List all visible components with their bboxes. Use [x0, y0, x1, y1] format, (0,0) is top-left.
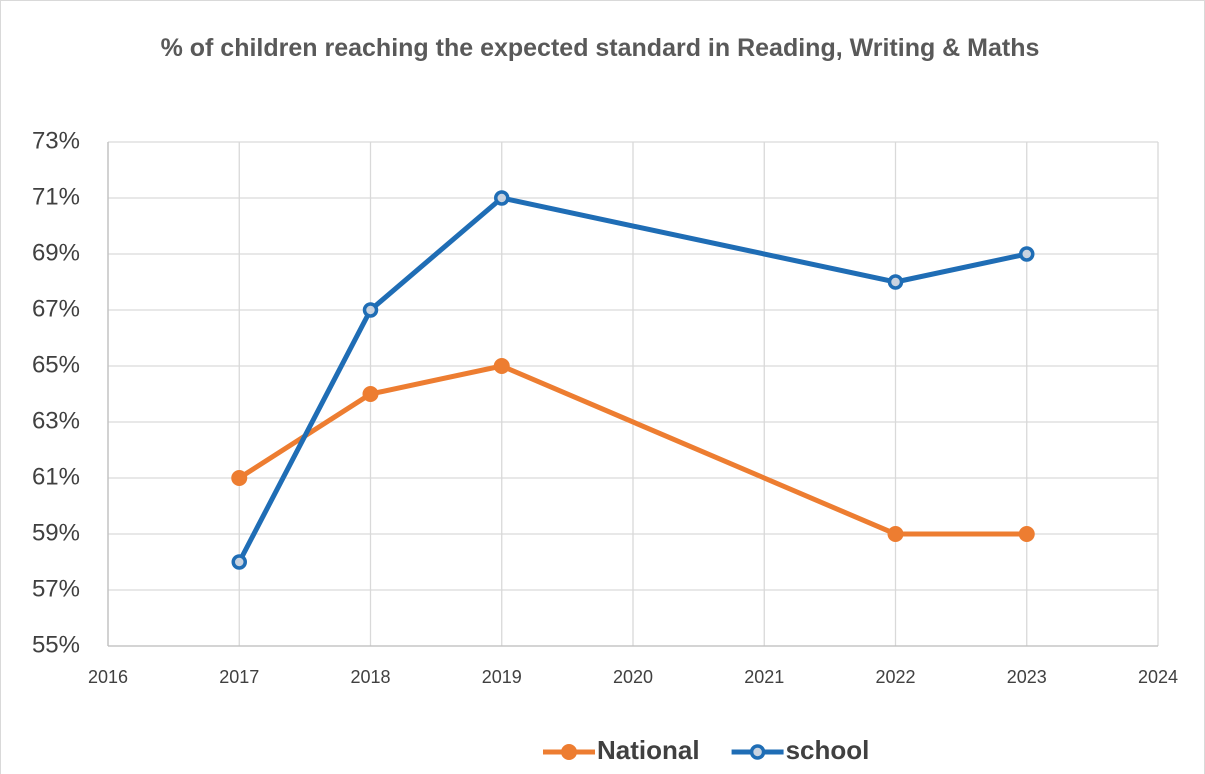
- point: [493, 358, 510, 374]
- x-tick-label: 2021: [744, 667, 784, 687]
- y-tick-label: 67%: [32, 295, 80, 322]
- y-tick-label: 61%: [32, 463, 80, 490]
- y-tick-label: 69%: [32, 239, 80, 266]
- x-tick-label: 2017: [219, 667, 259, 687]
- point: [494, 190, 510, 206]
- x-tick-label: 2020: [613, 667, 653, 687]
- point: [1019, 246, 1035, 262]
- point: [362, 386, 379, 402]
- point: [887, 526, 904, 542]
- point: [1018, 526, 1035, 542]
- point: [887, 274, 904, 290]
- x-tick-label: 2019: [482, 667, 522, 687]
- point: [362, 302, 379, 318]
- x-tick-label: 2016: [88, 667, 128, 687]
- point: [231, 554, 247, 570]
- chart-title: % of children reaching the expected stan…: [160, 34, 1040, 62]
- y-tick-label: 55%: [32, 631, 80, 658]
- legend-label: school: [786, 735, 870, 765]
- x-tick-label: 2023: [1007, 667, 1047, 687]
- point: [231, 470, 248, 486]
- y-tick-label: 59%: [32, 519, 80, 546]
- legend-label: National: [597, 735, 700, 765]
- y-tick-label: 71%: [32, 183, 80, 210]
- y-tick-label: 57%: [32, 575, 80, 602]
- x-tick-label: 2018: [350, 667, 390, 687]
- y-tick-label: 63%: [32, 407, 80, 434]
- y-tick-label: 65%: [32, 351, 80, 378]
- legend-marker: [749, 744, 766, 760]
- y-tick-label: 73%: [32, 127, 80, 154]
- legend-marker: [561, 744, 577, 760]
- x-tick-label: 2024: [1138, 667, 1178, 687]
- x-tick-label: 2022: [875, 667, 915, 687]
